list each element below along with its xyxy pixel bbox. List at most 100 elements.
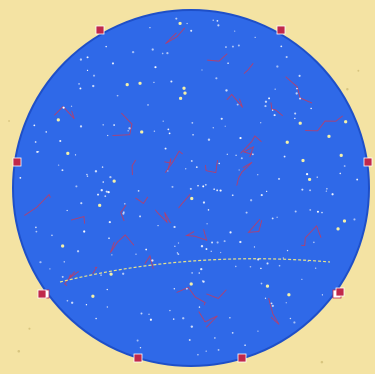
star bbox=[273, 114, 276, 117]
star bbox=[122, 212, 125, 215]
star bbox=[283, 155, 286, 158]
star bbox=[149, 26, 151, 29]
star bbox=[251, 153, 254, 156]
star bbox=[202, 280, 205, 283]
star bbox=[45, 131, 47, 133]
star bbox=[177, 253, 180, 255]
constellation-figure bbox=[198, 311, 218, 328]
star bbox=[240, 157, 243, 160]
star bbox=[307, 177, 312, 182]
star bbox=[145, 248, 148, 251]
constellation-figure bbox=[164, 158, 172, 171]
star bbox=[312, 241, 315, 244]
star bbox=[164, 147, 167, 150]
star bbox=[135, 253, 137, 255]
star bbox=[191, 272, 193, 274]
star bbox=[234, 265, 237, 268]
constellation-figure bbox=[70, 216, 86, 224]
star bbox=[239, 240, 242, 244]
star bbox=[79, 87, 82, 90]
star bbox=[220, 117, 223, 120]
constellation-figure bbox=[270, 102, 284, 117]
star bbox=[215, 77, 218, 80]
star bbox=[271, 304, 274, 308]
star bbox=[57, 164, 60, 166]
star bbox=[229, 231, 232, 234]
constellation-figure bbox=[242, 146, 255, 158]
constellation-figure bbox=[164, 150, 183, 173]
star bbox=[224, 125, 226, 127]
star bbox=[179, 96, 183, 100]
star bbox=[188, 339, 191, 341]
star bbox=[295, 92, 298, 95]
star bbox=[236, 103, 239, 106]
star bbox=[173, 225, 176, 229]
star bbox=[276, 65, 279, 68]
constellation-figure bbox=[154, 209, 171, 224]
star bbox=[34, 226, 37, 229]
paper-speck bbox=[346, 88, 349, 91]
star bbox=[190, 196, 194, 201]
star bbox=[353, 218, 356, 221]
star bbox=[219, 189, 222, 192]
star bbox=[169, 309, 171, 312]
star bbox=[63, 261, 66, 263]
edge-marker bbox=[133, 353, 143, 363]
star bbox=[61, 169, 64, 172]
star bbox=[39, 261, 42, 264]
star bbox=[339, 172, 342, 175]
star bbox=[235, 154, 237, 157]
constellation-figure bbox=[268, 297, 280, 325]
star bbox=[249, 265, 252, 268]
constellation-figure bbox=[63, 271, 76, 287]
star bbox=[260, 267, 262, 270]
star bbox=[190, 325, 194, 328]
star bbox=[140, 130, 144, 134]
star bbox=[331, 193, 334, 196]
star bbox=[183, 91, 187, 95]
star bbox=[298, 121, 302, 125]
constellation-figure bbox=[54, 105, 75, 120]
star bbox=[296, 87, 298, 90]
star bbox=[227, 62, 229, 65]
star bbox=[104, 195, 107, 198]
star bbox=[140, 312, 143, 315]
star bbox=[34, 141, 37, 143]
star bbox=[167, 170, 169, 172]
star bbox=[147, 104, 149, 106]
star bbox=[122, 211, 125, 214]
star bbox=[86, 175, 89, 177]
star bbox=[192, 134, 194, 136]
star bbox=[79, 58, 83, 61]
star bbox=[231, 45, 234, 48]
star bbox=[231, 194, 234, 197]
star bbox=[66, 151, 70, 155]
star bbox=[168, 132, 171, 135]
star bbox=[178, 21, 182, 26]
star bbox=[285, 55, 288, 59]
star bbox=[100, 189, 103, 192]
star bbox=[111, 254, 113, 256]
star bbox=[293, 321, 296, 324]
star bbox=[229, 316, 231, 319]
star bbox=[260, 282, 263, 285]
constellation-figure bbox=[24, 193, 51, 216]
star bbox=[205, 350, 207, 352]
edge-marker bbox=[95, 25, 105, 35]
star bbox=[316, 176, 318, 178]
constellation-figure bbox=[305, 115, 344, 132]
star bbox=[309, 209, 312, 211]
ecliptic-line bbox=[59, 258, 331, 283]
star bbox=[264, 100, 268, 103]
star bbox=[102, 181, 104, 183]
star bbox=[167, 128, 170, 131]
star bbox=[49, 268, 51, 270]
edge-marker bbox=[37, 289, 47, 299]
star bbox=[285, 302, 287, 304]
star bbox=[278, 264, 281, 267]
star bbox=[36, 150, 39, 153]
star bbox=[198, 272, 201, 274]
edge-markers bbox=[12, 25, 373, 363]
star bbox=[294, 117, 296, 120]
star bbox=[111, 62, 115, 65]
